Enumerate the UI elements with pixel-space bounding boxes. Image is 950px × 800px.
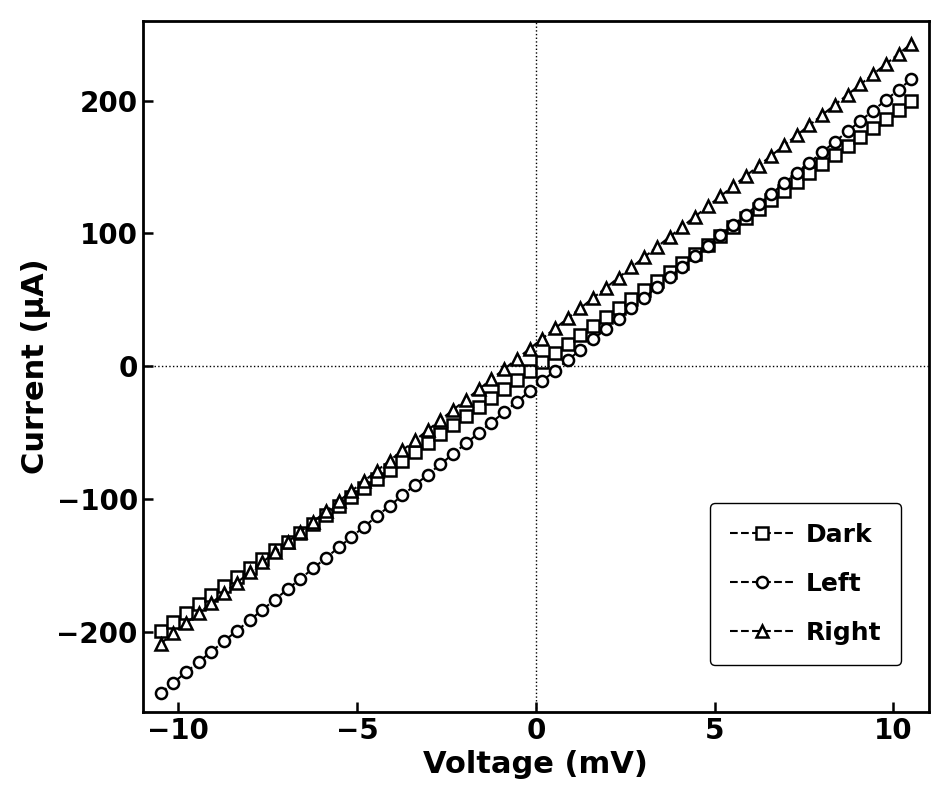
Left [371,511,383,521]
X-axis label: Voltage (mV): Voltage (mV) [424,750,648,779]
Left [905,74,917,84]
Right [155,639,166,649]
Dark [396,456,408,466]
Right [371,466,383,476]
Right [905,39,917,49]
Dark [282,537,294,546]
Dark [155,626,166,636]
Legend: Dark, Left, Right: Dark, Left, Right [711,502,901,665]
Line: Left: Left [155,74,917,698]
Right [396,446,408,455]
Line: Right: Right [155,38,917,650]
Left [346,532,357,542]
Left [282,584,294,594]
Dark [371,474,383,483]
Left [626,303,637,313]
Right [282,537,294,546]
Dark [905,97,917,106]
Right [346,486,357,496]
Right [626,262,637,272]
Right [409,435,421,445]
Dark [409,447,421,457]
Y-axis label: Current (μA): Current (μA) [21,258,51,474]
Left [155,688,166,698]
Dark [626,294,637,304]
Dark [346,492,357,502]
Line: Dark: Dark [155,96,917,637]
Left [409,480,421,490]
Left [396,490,408,500]
